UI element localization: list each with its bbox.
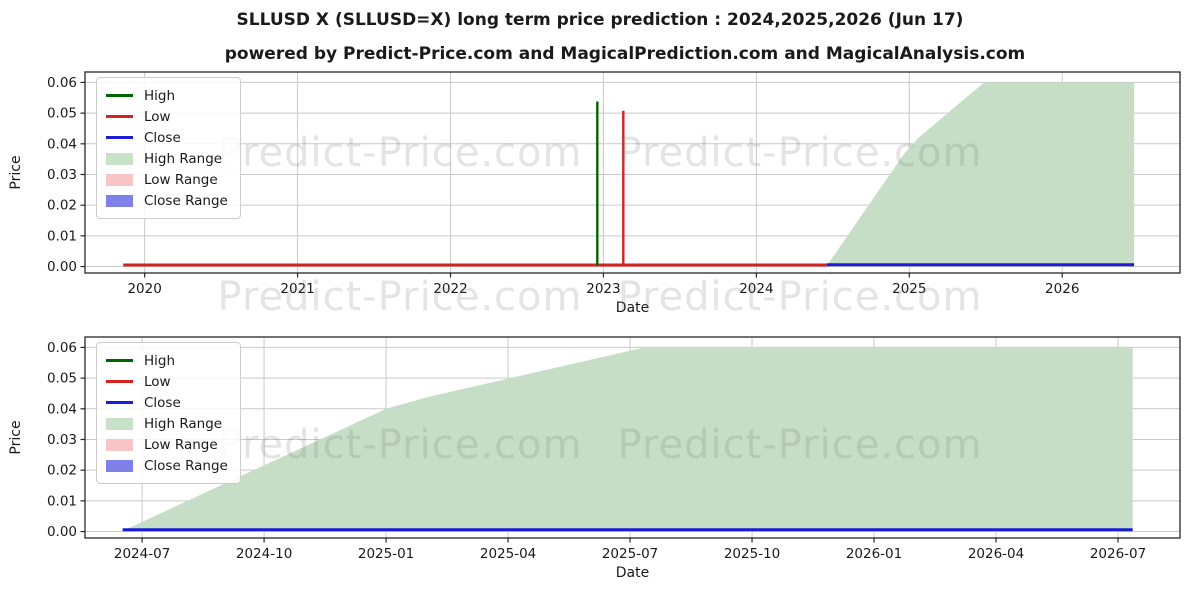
legend-item: Close Range: [106, 190, 228, 211]
legend-item: High Range: [106, 148, 228, 169]
price-chart-top: 2020 2021 2022 2023 2024 2025 2026 0.00 0.01 0.02…: [8, 71, 1181, 316]
legend-label: High Range: [144, 150, 223, 167]
y-tick-label: 0.05: [47, 371, 77, 387]
y-tick-label: 0.01: [47, 493, 77, 509]
x-tick-label: 2025: [892, 281, 926, 297]
x-tick-label: 2024-10: [236, 546, 292, 562]
price-chart-bottom: 2024-07 2024-10 2025-01 2025-04 2025-07 2025-…: [8, 336, 1181, 581]
x-tick-label: 2025-01: [358, 546, 414, 562]
x-axis-label: Date: [616, 300, 649, 316]
legend-line-swatch: [106, 94, 133, 97]
x-tick-label: 2021: [280, 281, 314, 297]
legend-label: High: [144, 87, 176, 104]
x-tick-label: 2026-01: [846, 546, 902, 562]
legend-label: Close Range: [144, 457, 228, 474]
high-range-area: [826, 82, 1135, 266]
plot-border: [84, 336, 1181, 539]
legend: High Low Close High Range Low Range Close Ran…: [96, 342, 241, 484]
x-axis-label: Date: [616, 565, 649, 581]
legend-label: Low: [144, 373, 171, 390]
legend-patch-swatch: [106, 173, 133, 186]
y-tick-label: 0.06: [47, 75, 77, 91]
legend-line-swatch: [106, 380, 133, 383]
legend-label: Close: [144, 394, 181, 411]
y-tick-label: 0.05: [47, 106, 77, 122]
legend-patch-swatch: [106, 459, 133, 472]
legend-patch-swatch: [106, 152, 133, 165]
y-tick-label: 0.06: [47, 340, 77, 356]
legend-item: Close Range: [106, 455, 228, 476]
legend-label: High: [144, 352, 176, 369]
legend-patch-swatch: [106, 438, 133, 451]
y-axis-label: Price: [8, 420, 24, 454]
legend-line-swatch: [106, 115, 133, 118]
legend-label: Low: [144, 108, 171, 125]
legend-item: Close: [106, 392, 228, 413]
legend-patch-swatch: [106, 417, 133, 430]
legend-item: High Range: [106, 413, 228, 434]
legend-item: High: [106, 85, 228, 106]
x-tick-label: 2026: [1045, 281, 1079, 297]
x-tick-label: 2025-04: [480, 546, 536, 562]
legend-line-swatch: [106, 401, 133, 404]
legend-label: Low Range: [144, 171, 218, 188]
x-tick-label: 2023: [586, 281, 620, 297]
high-range-area: [122, 347, 1133, 531]
legend-item: Low Range: [106, 434, 228, 455]
legend-label: Low Range: [144, 436, 218, 453]
legend-patch-swatch: [106, 194, 133, 207]
legend-item: Low: [106, 106, 228, 127]
x-tick-label: 2022: [433, 281, 467, 297]
legend: High Low Close High Range Low Range Close Ran…: [96, 77, 241, 219]
y-tick-label: 0.03: [47, 167, 77, 183]
y-tick-label: 0.00: [47, 259, 77, 275]
x-tick-label: 2026-04: [968, 546, 1024, 562]
chart-title: SLLUSD X (SLLUSD=X) long term price pred…: [236, 10, 964, 30]
chart-subtitle: powered by Predict-Price.com and Magical…: [224, 44, 1026, 64]
x-tick-label: 2020: [127, 281, 161, 297]
x-tick-label: 2025-07: [602, 546, 658, 562]
legend-item: Low: [106, 371, 228, 392]
y-tick-label: 0.04: [47, 136, 77, 152]
legend-item: Close: [106, 127, 228, 148]
legend-line-swatch: [106, 359, 133, 362]
legend-line-swatch: [106, 136, 133, 139]
legend-item: Low Range: [106, 169, 228, 190]
x-tick-label: 2026-07: [1090, 546, 1146, 562]
plot-border: [84, 71, 1181, 274]
y-tick-label: 0.01: [47, 228, 77, 244]
legend-label: High Range: [144, 415, 223, 432]
legend-label: Close Range: [144, 192, 228, 209]
y-tick-label: 0.02: [47, 198, 77, 214]
legend-item: High: [106, 350, 228, 371]
y-tick-label: 0.00: [47, 524, 77, 540]
y-tick-label: 0.02: [47, 463, 77, 479]
legend-label: Close: [144, 129, 181, 146]
y-tick-label: 0.04: [47, 401, 77, 417]
x-tick-label: 2025-10: [724, 546, 780, 562]
x-tick-label: 2024-07: [114, 546, 170, 562]
y-axis-label: Price: [8, 155, 24, 189]
x-tick-label: 2024: [739, 281, 773, 297]
y-tick-label: 0.03: [47, 432, 77, 448]
